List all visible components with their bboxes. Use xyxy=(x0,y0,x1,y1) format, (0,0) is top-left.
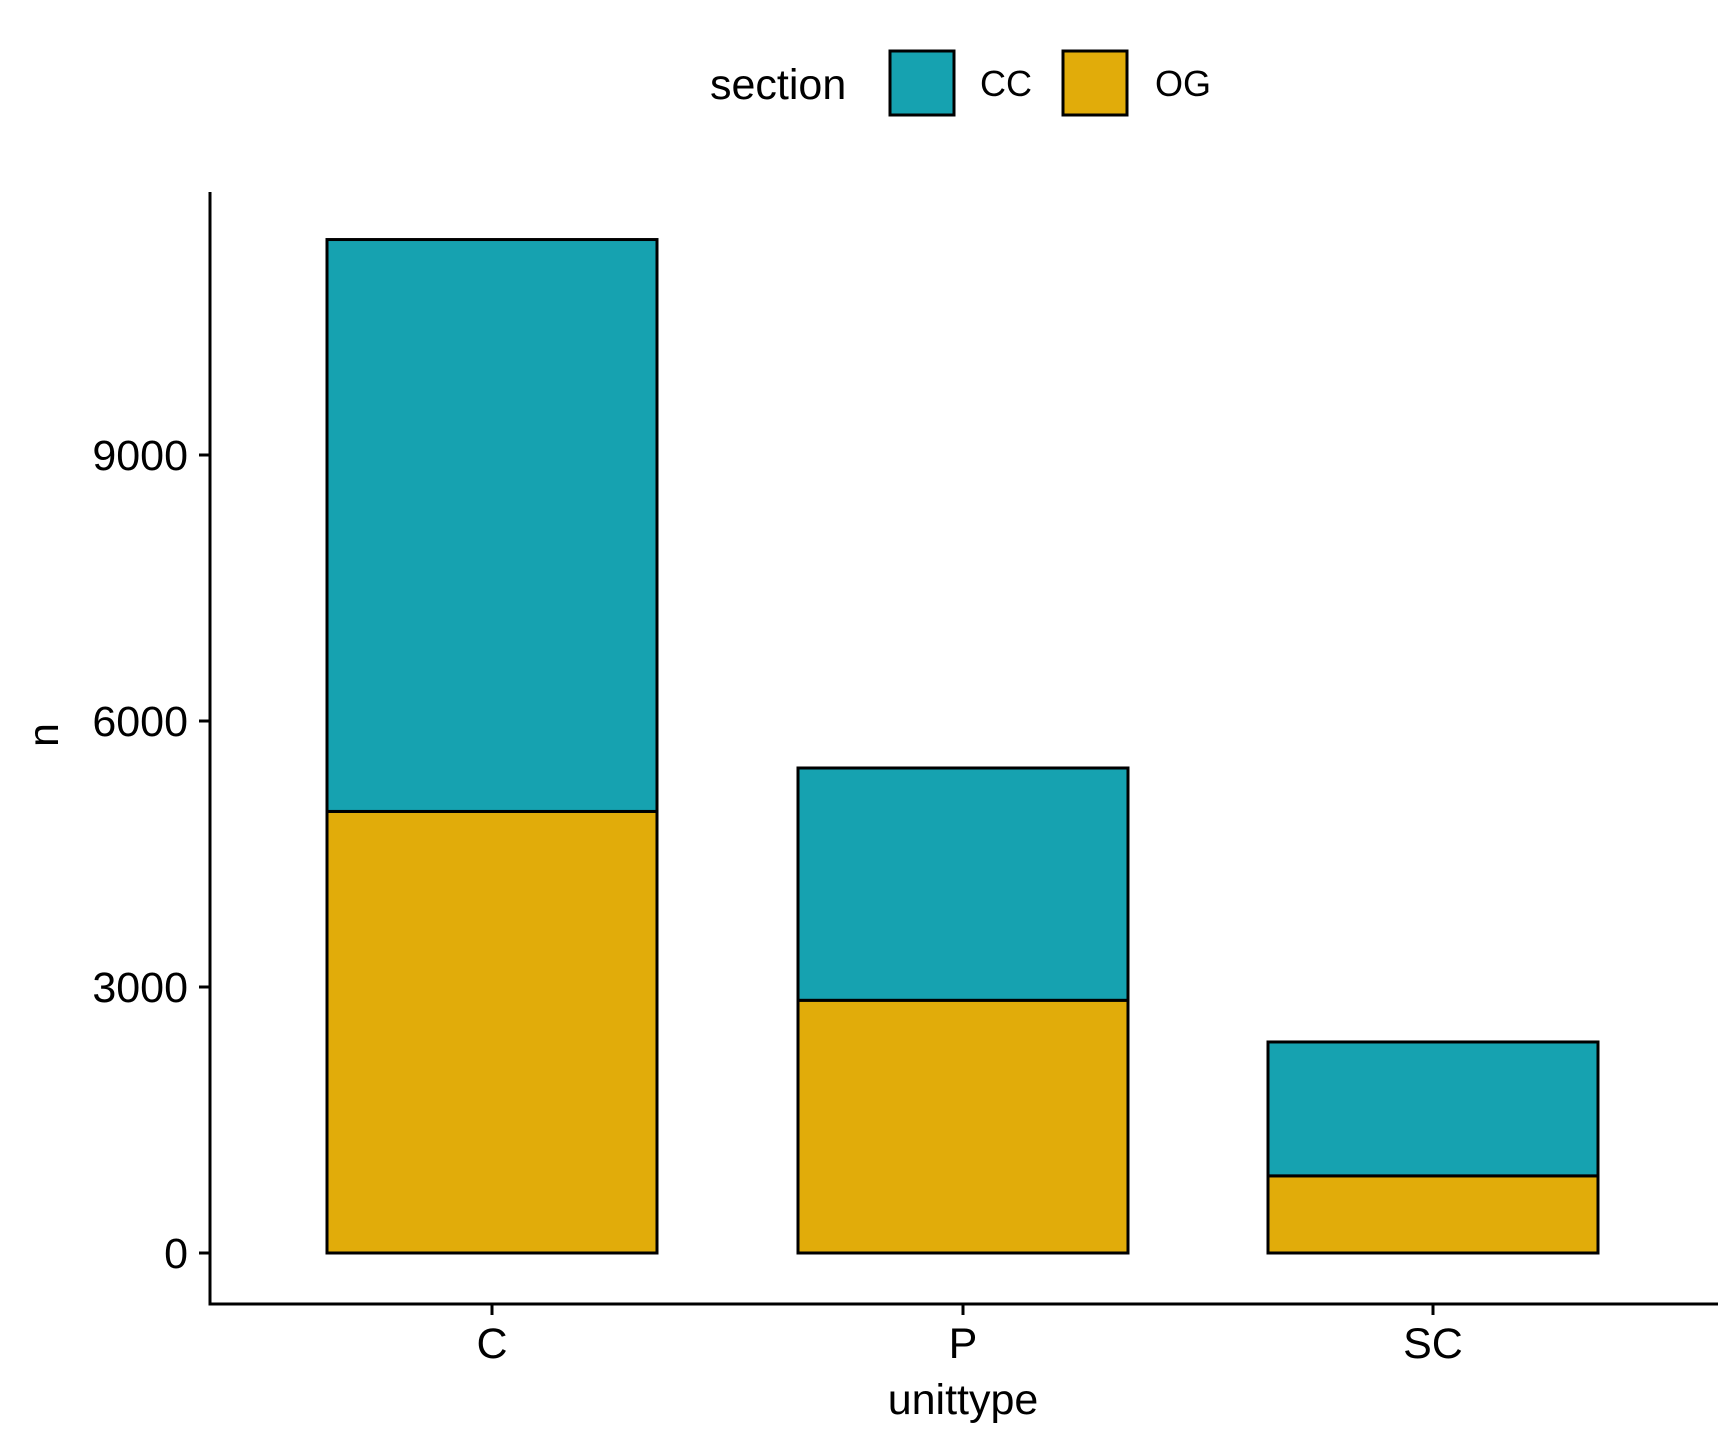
bar-p-cc xyxy=(796,766,1130,1002)
y-axis-title: n xyxy=(20,723,68,747)
y-tick-label-0: 0 xyxy=(164,1230,188,1278)
bars xyxy=(325,238,1600,1255)
legend-label-og: OG xyxy=(1155,63,1211,104)
x-axis-title: unittype xyxy=(888,1376,1039,1424)
bar-sc-cc xyxy=(1266,1040,1600,1178)
legend-label-cc: CC xyxy=(980,63,1032,104)
bar-sc-og xyxy=(1266,1174,1600,1255)
x-tick-label-c: C xyxy=(476,1320,507,1368)
x-tick-label-sc: SC xyxy=(1403,1320,1463,1368)
legend-swatch-og xyxy=(1061,49,1129,117)
y-tick-label-9000: 9000 xyxy=(92,432,188,480)
bar-c-og xyxy=(325,809,659,1255)
legend-swatch-cc xyxy=(888,49,956,117)
bar-c-cc xyxy=(325,238,659,813)
legend: section CC OG xyxy=(710,49,1211,117)
x-tick-label-p: P xyxy=(949,1320,978,1368)
x-ticks: C P SC xyxy=(476,1304,1463,1368)
bar-p-og xyxy=(796,998,1130,1255)
y-tick-label-6000: 6000 xyxy=(92,698,188,746)
y-ticks: 0 3000 6000 9000 xyxy=(92,432,210,1278)
legend-title: section xyxy=(710,61,846,109)
y-tick-label-3000: 3000 xyxy=(92,964,188,1012)
